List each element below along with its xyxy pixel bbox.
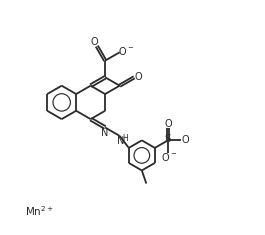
Text: S: S bbox=[165, 134, 171, 144]
Text: N: N bbox=[101, 128, 109, 138]
Text: O$^-$: O$^-$ bbox=[161, 151, 177, 163]
Text: O$^-$: O$^-$ bbox=[118, 45, 134, 57]
Text: O: O bbox=[135, 72, 142, 82]
Text: N: N bbox=[117, 136, 125, 146]
Text: O: O bbox=[164, 119, 172, 129]
Text: H: H bbox=[122, 134, 127, 143]
Text: O: O bbox=[90, 37, 98, 47]
Text: Mn$^{2+}$: Mn$^{2+}$ bbox=[25, 205, 54, 219]
Text: O: O bbox=[182, 135, 189, 145]
